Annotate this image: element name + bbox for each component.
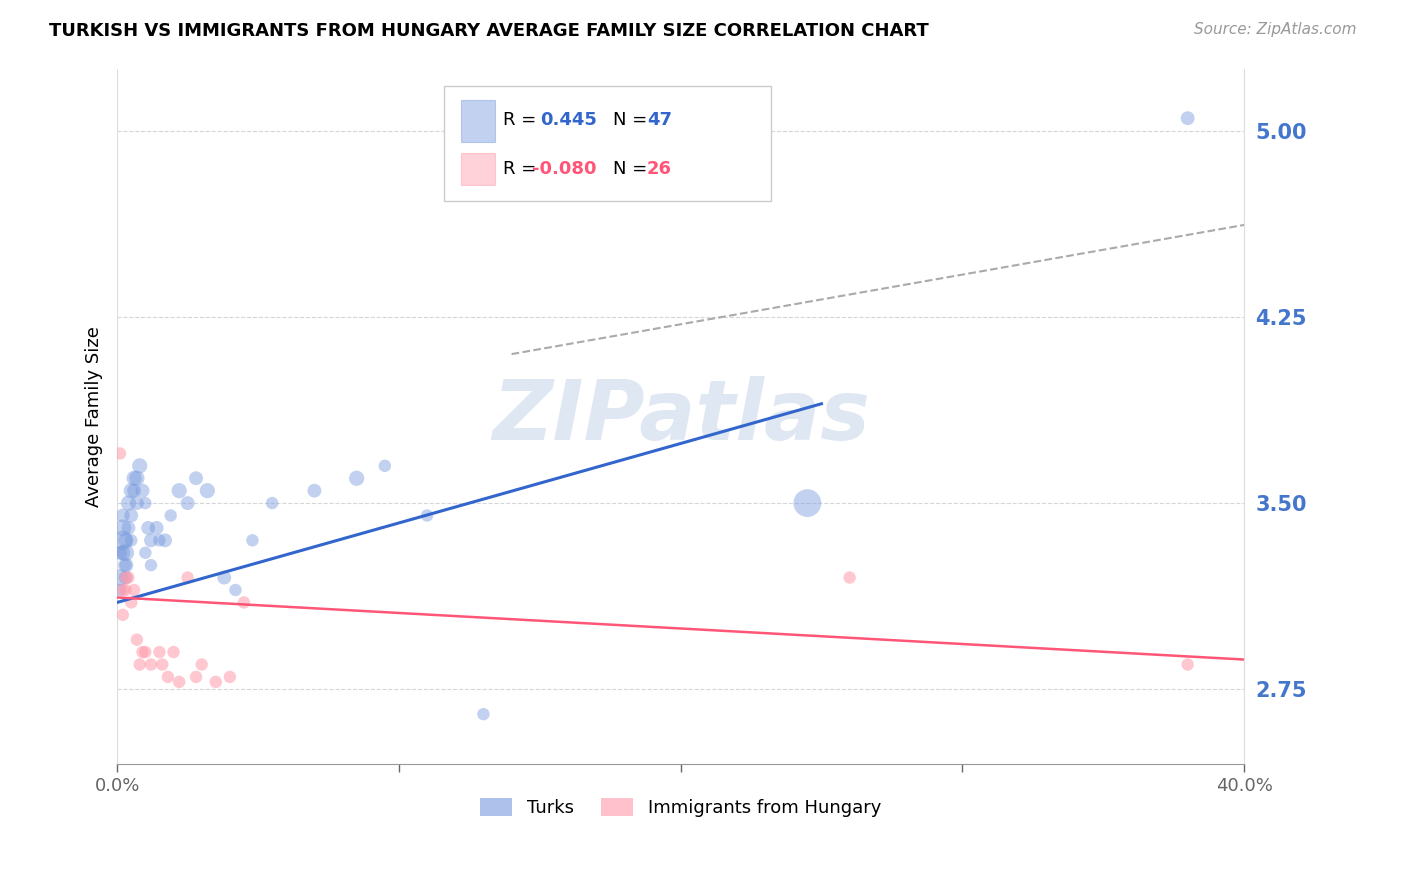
Point xyxy=(796,496,818,510)
Text: N =: N = xyxy=(613,111,647,129)
Point xyxy=(120,533,142,548)
Point xyxy=(125,632,148,647)
Point xyxy=(150,657,173,672)
Point xyxy=(120,483,142,498)
Y-axis label: Average Family Size: Average Family Size xyxy=(86,326,103,507)
Point xyxy=(114,558,136,573)
Point xyxy=(134,645,156,659)
Point xyxy=(167,483,190,498)
Point xyxy=(145,521,167,535)
Point xyxy=(122,582,145,597)
Point xyxy=(108,446,131,460)
Point xyxy=(114,546,136,560)
Point xyxy=(472,707,495,722)
Point xyxy=(111,508,134,523)
Point xyxy=(111,582,134,597)
Point xyxy=(117,496,139,510)
Point xyxy=(122,471,145,485)
Point xyxy=(114,558,136,573)
Point xyxy=(139,558,162,573)
Point xyxy=(176,571,198,585)
Text: 47: 47 xyxy=(647,111,672,129)
Point xyxy=(225,582,247,597)
Point xyxy=(346,471,368,485)
Point xyxy=(134,496,156,510)
Point xyxy=(212,571,235,585)
FancyBboxPatch shape xyxy=(444,86,770,201)
Point xyxy=(374,458,396,473)
Point xyxy=(204,674,226,689)
Point xyxy=(136,521,159,535)
Point xyxy=(153,533,176,548)
Text: TURKISH VS IMMIGRANTS FROM HUNGARY AVERAGE FAMILY SIZE CORRELATION CHART: TURKISH VS IMMIGRANTS FROM HUNGARY AVERA… xyxy=(49,22,929,40)
Point xyxy=(128,458,150,473)
Point xyxy=(108,546,131,560)
Point xyxy=(218,670,240,684)
FancyBboxPatch shape xyxy=(461,100,495,142)
Text: R =: R = xyxy=(502,111,536,129)
Point xyxy=(139,533,162,548)
Point xyxy=(162,645,184,659)
Point xyxy=(184,471,207,485)
Point xyxy=(233,595,256,609)
Point xyxy=(120,595,142,609)
Point xyxy=(111,607,134,622)
Point xyxy=(148,645,170,659)
Point xyxy=(128,657,150,672)
Point xyxy=(159,508,181,523)
Point xyxy=(131,483,153,498)
Text: 0.445: 0.445 xyxy=(540,111,596,129)
Point xyxy=(117,571,139,585)
Point xyxy=(139,657,162,672)
Point xyxy=(111,546,134,560)
Text: ZIPatlas: ZIPatlas xyxy=(492,376,869,457)
Point xyxy=(125,471,148,485)
Point xyxy=(114,533,136,548)
Point xyxy=(242,533,264,548)
Point xyxy=(131,645,153,659)
Text: Source: ZipAtlas.com: Source: ZipAtlas.com xyxy=(1194,22,1357,37)
Point xyxy=(190,657,212,672)
Point xyxy=(122,483,145,498)
Point xyxy=(176,496,198,510)
Text: -0.080: -0.080 xyxy=(531,160,596,178)
Point xyxy=(117,521,139,535)
Point xyxy=(134,546,156,560)
Point xyxy=(156,670,179,684)
Point xyxy=(114,582,136,597)
Point xyxy=(114,571,136,585)
Point xyxy=(148,533,170,548)
Point xyxy=(262,496,284,510)
Point xyxy=(184,670,207,684)
Point xyxy=(114,571,136,585)
Point xyxy=(120,508,142,523)
Point xyxy=(1177,111,1199,125)
Text: 26: 26 xyxy=(647,160,672,178)
Text: N =: N = xyxy=(613,160,647,178)
Point xyxy=(416,508,439,523)
Point xyxy=(111,533,134,548)
Point xyxy=(108,571,131,585)
Legend: Turks, Immigrants from Hungary: Turks, Immigrants from Hungary xyxy=(472,790,889,824)
Point xyxy=(111,521,134,535)
Point xyxy=(195,483,218,498)
FancyBboxPatch shape xyxy=(461,153,495,185)
Point xyxy=(1177,657,1199,672)
Text: R =: R = xyxy=(502,160,536,178)
Point xyxy=(167,674,190,689)
Point xyxy=(838,571,860,585)
Point xyxy=(125,496,148,510)
Point xyxy=(304,483,326,498)
Point xyxy=(108,582,131,597)
